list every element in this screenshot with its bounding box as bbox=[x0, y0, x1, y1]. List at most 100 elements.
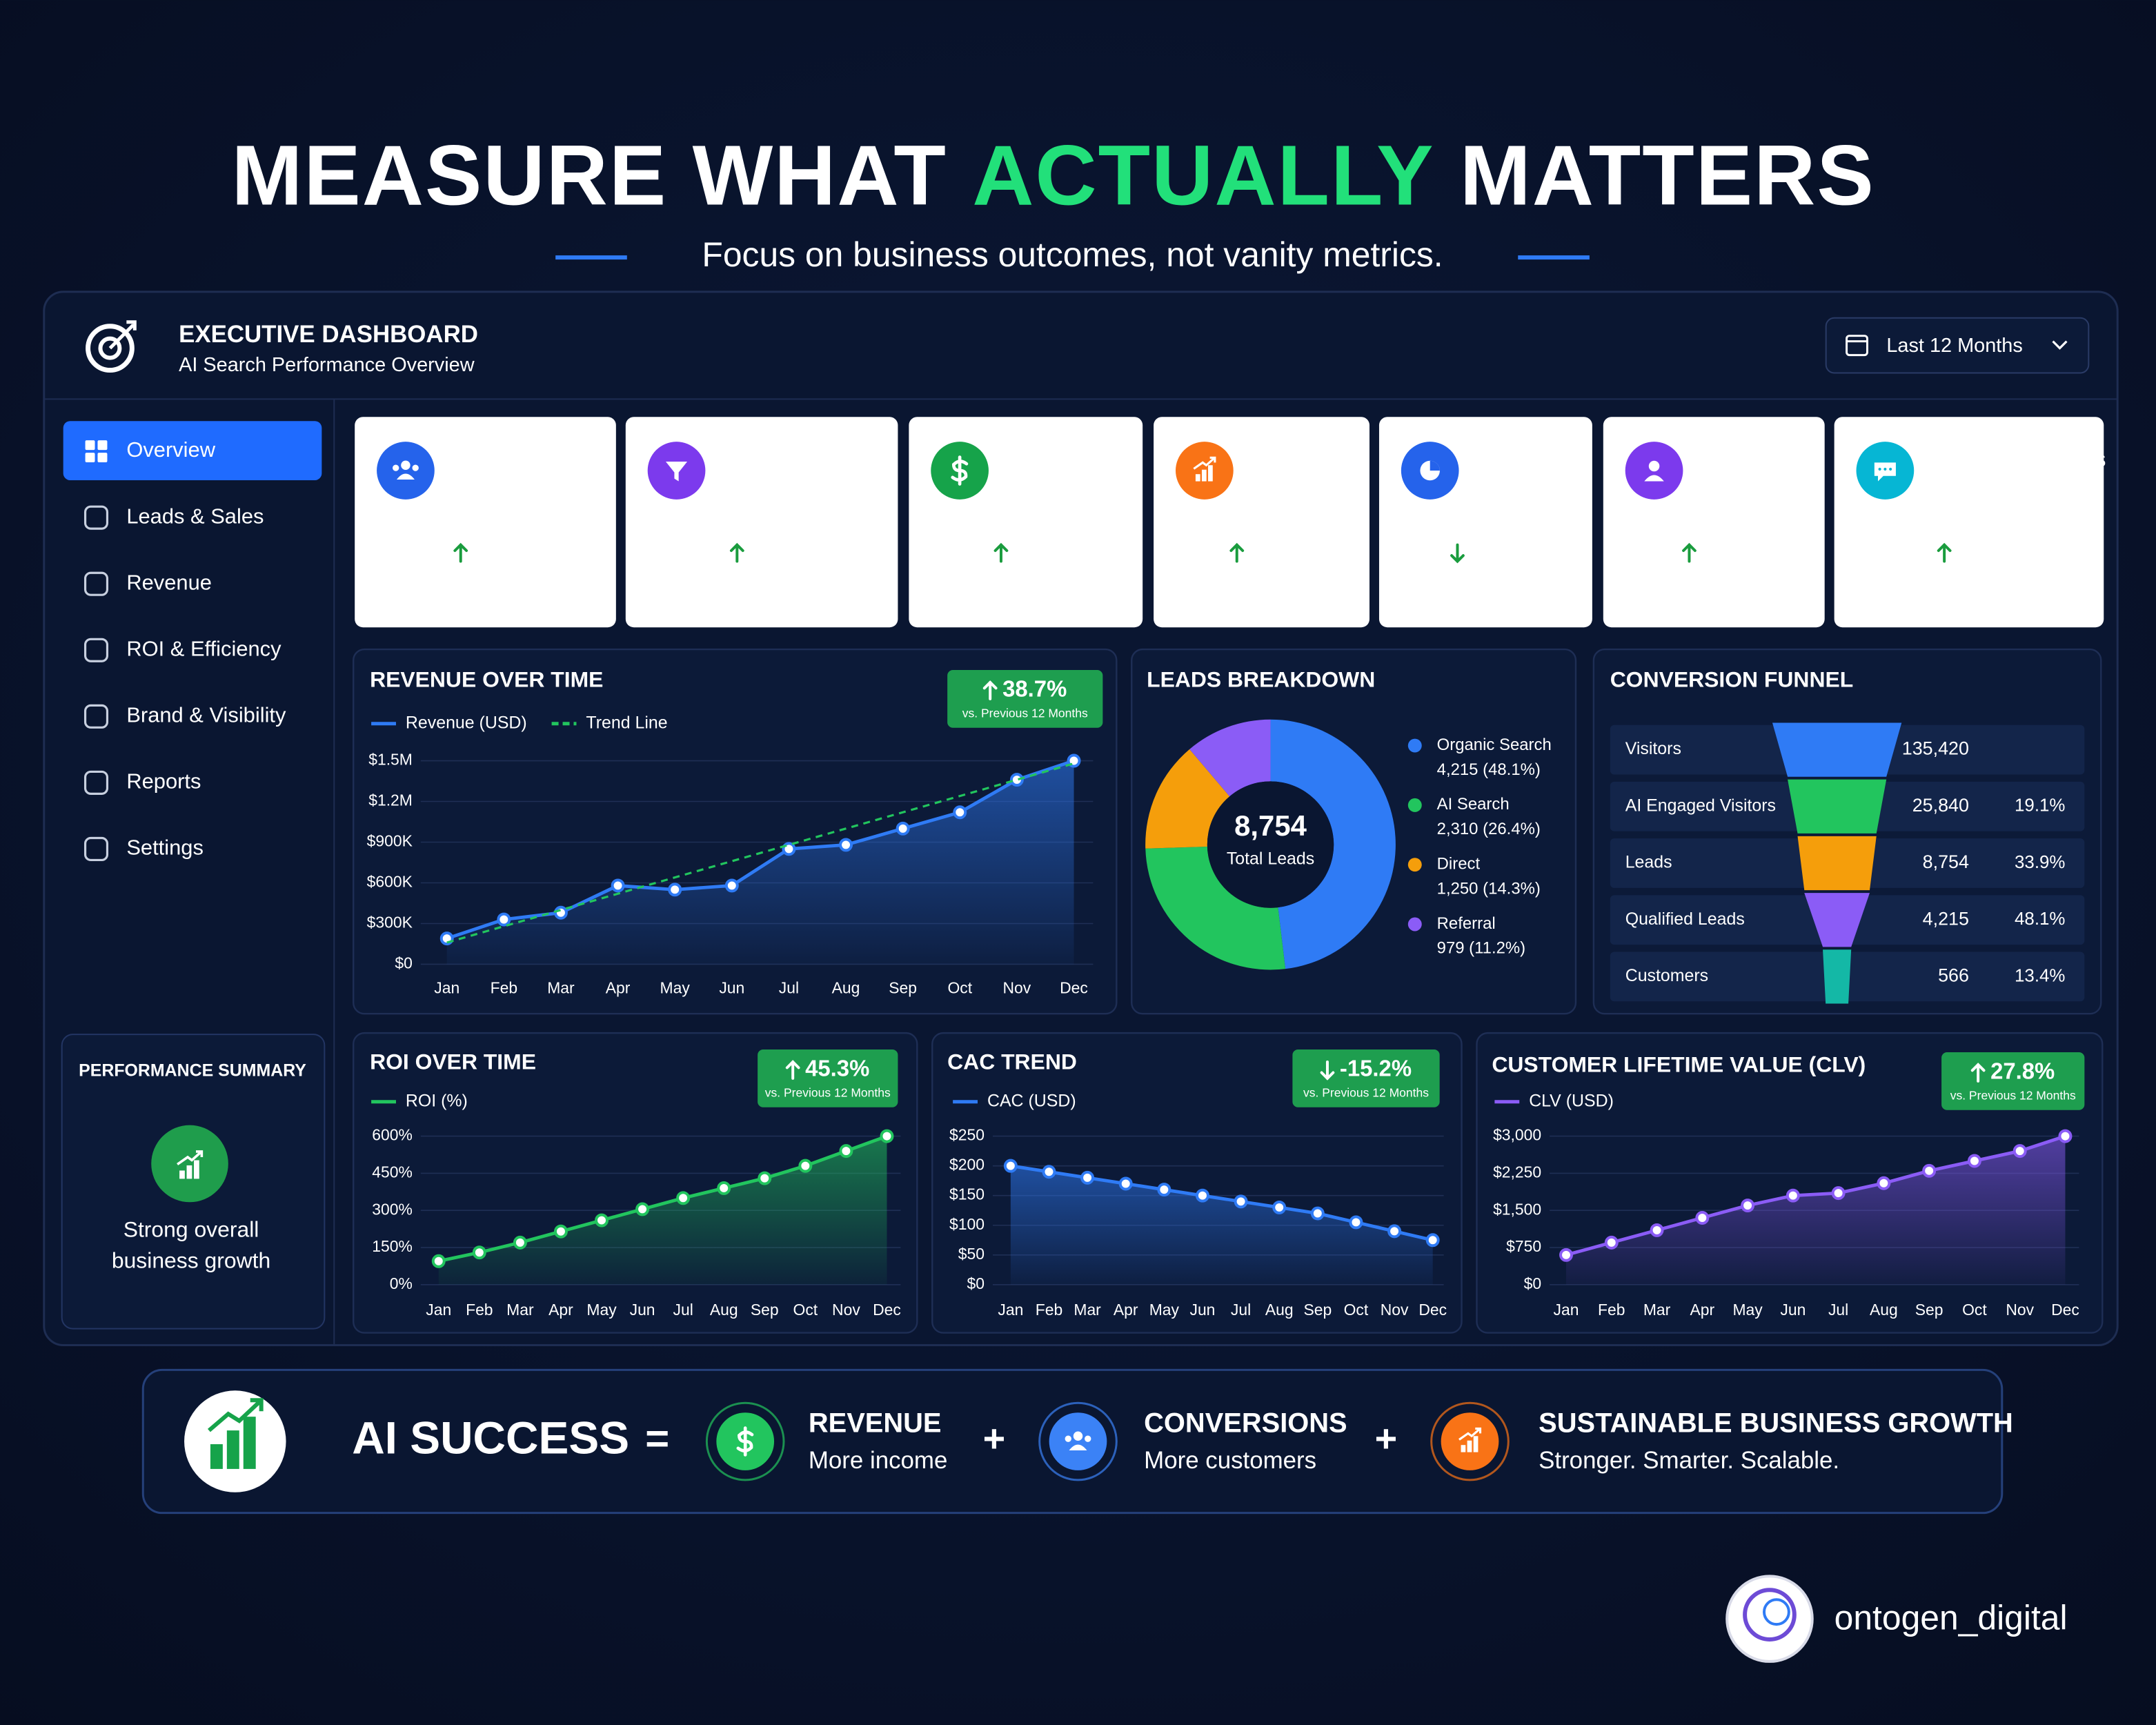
nav-item[interactable]: ROI & Efficiency bbox=[83, 636, 282, 662]
kpi-change: 45.3% bbox=[1249, 540, 1310, 564]
icon-part bbox=[243, 1417, 256, 1469]
icon-part bbox=[951, 455, 969, 486]
x-tick-label: Jan bbox=[426, 1301, 451, 1319]
x-tick-label: Nov bbox=[832, 1301, 860, 1319]
data-point bbox=[953, 805, 967, 820]
icon-part bbox=[1883, 467, 1887, 471]
funnel-value: 4,215 bbox=[1923, 908, 1969, 929]
icon-part bbox=[1201, 469, 1207, 482]
nav-label: ROI & Efficiency bbox=[126, 636, 281, 660]
brand-logo-ring bbox=[1743, 1588, 1797, 1642]
kpi-change: 62.4% bbox=[1957, 540, 2017, 564]
y-tick-label: $0 bbox=[967, 1274, 984, 1292]
icon-part bbox=[1889, 467, 1892, 471]
footer-plus: + bbox=[1375, 1417, 1398, 1460]
y-tick-label: $750 bbox=[1506, 1237, 1541, 1255]
icon-part bbox=[186, 1165, 192, 1179]
date-filter-label: Last 12 Months bbox=[1886, 335, 2022, 357]
footer-plus: + bbox=[983, 1417, 1006, 1460]
icon-glyph bbox=[1420, 460, 1440, 481]
badge-note: vs. Previous 12 Months bbox=[962, 706, 1088, 720]
nav-active-bg bbox=[63, 421, 322, 480]
nav-icon bbox=[83, 770, 109, 795]
x-tick-label: Nov bbox=[1003, 978, 1031, 996]
x-tick-label: Jul bbox=[779, 978, 799, 996]
x-tick-label: Apr bbox=[606, 978, 631, 996]
term-title: CONVERSIONS bbox=[1144, 1408, 1347, 1439]
x-tick-label: Oct bbox=[793, 1301, 818, 1319]
nav-icon bbox=[97, 440, 108, 451]
kpi-note: vs. Previous 12 Months bbox=[951, 576, 1100, 592]
nav-item[interactable]: Leads & Sales bbox=[83, 504, 264, 530]
x-tick-label: Sep bbox=[751, 1301, 779, 1319]
chart-title: CONVERSION FUNNEL bbox=[1610, 667, 1853, 691]
data-point bbox=[497, 912, 511, 927]
badge-arrow bbox=[1970, 1063, 1986, 1083]
x-tick-label: Oct bbox=[1344, 1301, 1369, 1319]
icon-part bbox=[1874, 462, 1896, 482]
kpi-note: vs. Previous 12 Months bbox=[1639, 576, 1789, 592]
pie-slice bbox=[1145, 749, 1230, 849]
chart-title: LEADS BREAKDOWN bbox=[1147, 667, 1375, 691]
nav-icon bbox=[83, 638, 109, 662]
x-tick-label: Oct bbox=[947, 978, 972, 996]
y-tick-label: $50 bbox=[958, 1245, 985, 1263]
x-tick-label: Jul bbox=[673, 1301, 693, 1319]
x-tick-label: Jun bbox=[1780, 1301, 1806, 1319]
nav-item[interactable]: Overview bbox=[63, 421, 322, 480]
y-tick-label: $0 bbox=[1524, 1274, 1541, 1292]
data-point bbox=[1118, 1176, 1133, 1191]
chevron bbox=[2052, 340, 2068, 350]
kpi-change: 24.1% bbox=[1013, 540, 1074, 564]
x-tick-label: Jun bbox=[630, 1301, 655, 1319]
badge-arrow bbox=[1320, 1060, 1335, 1081]
funnel-value: 135,420 bbox=[1902, 738, 1969, 759]
funnel-stage-label: Leads bbox=[1625, 853, 1672, 872]
data-point bbox=[431, 1254, 446, 1268]
kpi-arrow bbox=[453, 542, 468, 563]
funnel-stage-label: Qualified Leads bbox=[1625, 909, 1745, 929]
y-tick-label: $1.2M bbox=[368, 791, 413, 809]
data-point bbox=[1003, 1159, 1018, 1173]
nav-item[interactable]: Revenue bbox=[83, 570, 212, 596]
nav-label: Settings bbox=[126, 836, 204, 860]
icon-part bbox=[736, 1426, 754, 1457]
x-tick-label: Feb bbox=[1036, 1301, 1062, 1319]
series-area bbox=[1566, 1136, 2066, 1285]
change-badge bbox=[1292, 1049, 1440, 1107]
icon-part bbox=[210, 1444, 223, 1469]
footer-lhs: AI SUCCESS bbox=[352, 1412, 629, 1463]
icon-glyph bbox=[736, 1426, 754, 1457]
nav-label: Leads & Sales bbox=[126, 504, 264, 528]
icon-part bbox=[1085, 1435, 1091, 1442]
x-tick-label: Aug bbox=[1870, 1301, 1898, 1319]
date-filter[interactable]: Last 12 Months bbox=[1825, 317, 2090, 374]
nav-icon bbox=[85, 453, 95, 463]
icon-part bbox=[1430, 460, 1440, 471]
x-tick-label: Aug bbox=[710, 1301, 738, 1319]
icon-part bbox=[207, 1398, 264, 1432]
x-tick-label: Jul bbox=[1231, 1301, 1251, 1319]
x-tick-label: Dec bbox=[1060, 978, 1088, 996]
legend-dot bbox=[1407, 738, 1422, 753]
page-title: MEASURE WHAT ACTUALLY MATTERS bbox=[232, 128, 1875, 223]
series-line bbox=[1565, 1134, 2066, 1257]
nav-item[interactable]: Brand & Visibility bbox=[83, 703, 286, 729]
x-tick-label: Dec bbox=[1418, 1301, 1447, 1319]
data-point bbox=[1310, 1206, 1325, 1221]
y-tick-label: 450% bbox=[372, 1163, 413, 1181]
icon-part bbox=[1073, 1431, 1083, 1441]
kpi-value: $128 bbox=[1457, 489, 1530, 525]
y-tick-label: $900K bbox=[367, 832, 413, 850]
brand-logo bbox=[1725, 1575, 1814, 1663]
icon-part bbox=[226, 1430, 239, 1469]
nav-item[interactable]: Reports bbox=[83, 769, 201, 795]
logo-arrow bbox=[108, 320, 137, 350]
kpi-arrow bbox=[1937, 542, 1952, 563]
icon-glyph bbox=[177, 1150, 204, 1179]
y-tick-label: $1.5M bbox=[368, 751, 413, 769]
chart-title: CAC TREND bbox=[947, 1049, 1077, 1074]
icon-glyph bbox=[1065, 1431, 1091, 1451]
data-point bbox=[1741, 1199, 1755, 1213]
nav-item[interactable]: Settings bbox=[83, 836, 204, 862]
